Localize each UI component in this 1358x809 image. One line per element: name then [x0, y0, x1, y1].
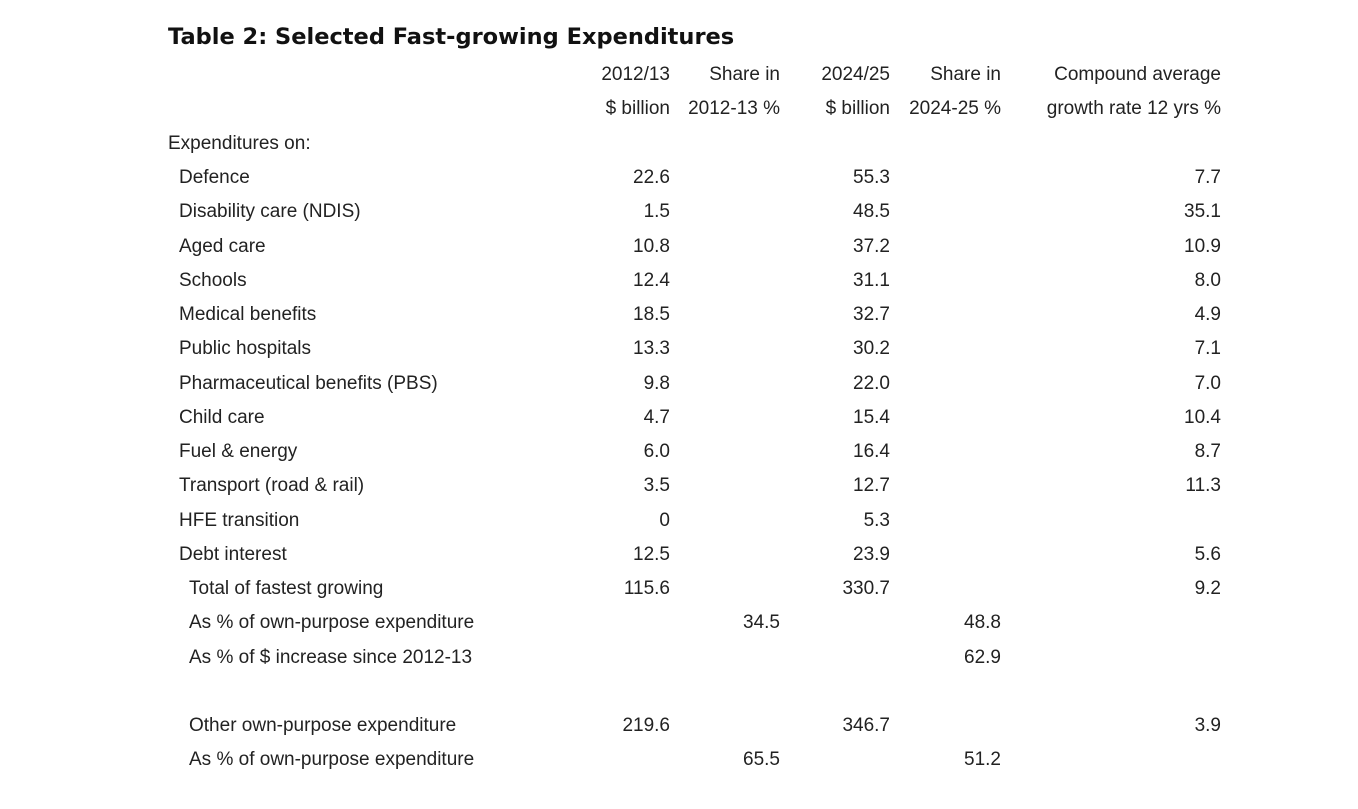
- row-label: Aged care: [179, 236, 266, 257]
- table-cell: 5.3: [863, 510, 890, 531]
- table-cell: 10.9: [1184, 236, 1221, 257]
- table-cell: 11.3: [1185, 475, 1221, 496]
- row-label: Public hospitals: [179, 338, 312, 359]
- table-cell: 219.6: [622, 715, 670, 736]
- table-cell: 23.9: [853, 544, 890, 565]
- row-label: Defence: [179, 167, 250, 188]
- table-cell: 10.4: [1184, 407, 1221, 428]
- table-cell: 7.1: [1194, 338, 1221, 359]
- row-label: Disability care (NDIS): [179, 201, 361, 222]
- row-label: Pharmaceutical benefits (PBS): [179, 373, 438, 394]
- table-cell: 1.5: [643, 201, 670, 222]
- table-cell: 13.3: [633, 338, 670, 359]
- table-cell: 65.5: [743, 749, 780, 770]
- table-cell: 5.6: [1194, 544, 1221, 565]
- table-cell: 30.2: [853, 338, 890, 359]
- table-cell: 10.8: [633, 236, 670, 257]
- table-title: Table 2: Selected Fast-growing Expenditu…: [168, 24, 735, 50]
- table-cell: 48.5: [853, 201, 890, 222]
- row-label: Medical benefits: [179, 304, 317, 325]
- table-cell: 3.9: [1194, 715, 1221, 736]
- row-label: Total of fastest growing: [189, 578, 384, 599]
- row-label: Transport (road & rail): [179, 475, 365, 496]
- table-cell: 37.2: [853, 236, 890, 257]
- table-cell: 48.8: [964, 612, 1001, 633]
- row-label: Other own-purpose expenditure: [189, 715, 457, 736]
- row-label: Debt interest: [179, 544, 287, 565]
- row-label: Fuel & energy: [179, 441, 298, 462]
- column-header-2012-value-unit: $ billion: [605, 98, 670, 119]
- table-cell: 32.7: [853, 304, 890, 325]
- column-header-growth-rate: Compound average: [1054, 64, 1221, 85]
- row-label: As % of own-purpose expenditure: [189, 749, 475, 770]
- row-label: HFE transition: [179, 510, 300, 531]
- table-cell: 346.7: [842, 715, 890, 736]
- table-cell: 12.5: [633, 544, 670, 565]
- table-cell: 22.0: [853, 373, 890, 394]
- table-cell: 330.7: [842, 578, 890, 599]
- column-header-growth-rate-unit: growth rate 12 yrs %: [1046, 98, 1221, 119]
- table-cell: 62.9: [964, 647, 1001, 668]
- row-label: As % of own-purpose expenditure: [189, 612, 475, 633]
- table-cell: 4.9: [1194, 304, 1221, 325]
- row-label: Schools: [179, 270, 247, 291]
- table-cell: 34.5: [743, 612, 780, 633]
- table-cell: 6.0: [643, 441, 670, 462]
- table-cell: 9.8: [643, 373, 670, 394]
- row-label: As % of $ increase since 2012-13: [189, 647, 473, 668]
- table-cell: 4.7: [643, 407, 670, 428]
- table-cell: 18.5: [633, 304, 670, 325]
- column-header-2024-value-unit: $ billion: [825, 98, 890, 119]
- section-label: Expenditures on:: [168, 133, 311, 154]
- column-header-2012-share-unit: 2012-13 %: [688, 98, 780, 119]
- table-cell: 3.5: [643, 475, 670, 496]
- column-header-2024-share-unit: 2024-25 %: [909, 98, 1001, 119]
- table-cell: 22.6: [633, 167, 670, 188]
- table-cell: 35.1: [1184, 201, 1221, 222]
- table-cell: 31.1: [853, 270, 890, 291]
- table-cell: 0: [659, 510, 670, 531]
- table-cell: 12.4: [633, 270, 670, 291]
- table-cell: 16.4: [853, 441, 890, 462]
- table-cell: 55.3: [853, 167, 890, 188]
- table-cell: 8.7: [1194, 441, 1221, 462]
- column-header-2012-value: 2012/13: [601, 64, 670, 85]
- table-cell: 12.7: [853, 475, 890, 496]
- column-header-2024-share: Share in: [930, 64, 1001, 85]
- table-cell: 8.0: [1194, 270, 1221, 291]
- column-header-2012-share: Share in: [709, 64, 780, 85]
- table-cell: 115.6: [623, 578, 670, 599]
- table-cell: 51.2: [964, 749, 1001, 770]
- row-label: Child care: [179, 407, 265, 428]
- table-cell: 7.7: [1194, 167, 1221, 188]
- column-header-2024-value: 2024/25: [821, 64, 890, 85]
- table-cell: 9.2: [1194, 578, 1221, 599]
- table-cell: 7.0: [1194, 373, 1221, 394]
- table-cell: 15.4: [853, 407, 890, 428]
